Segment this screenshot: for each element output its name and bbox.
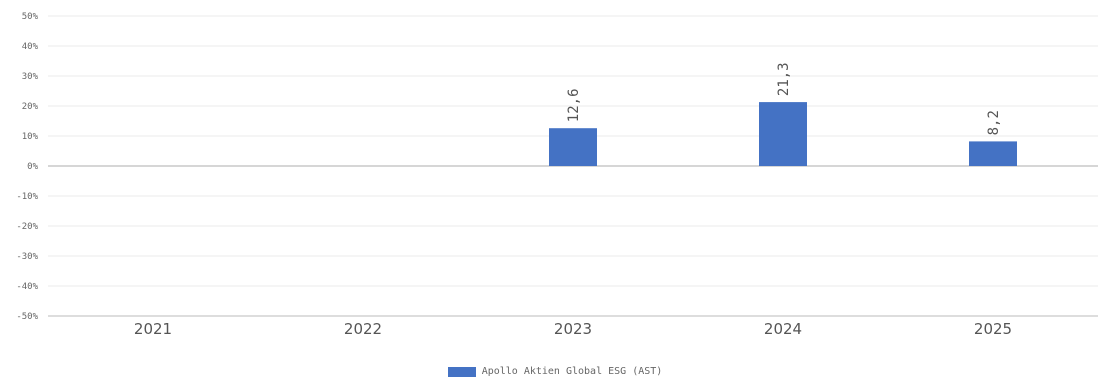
bar[interactable] — [759, 102, 807, 166]
x-tick-label: 2021 — [134, 320, 172, 338]
x-tick-label: 2023 — [554, 320, 592, 338]
y-tick-label: 0% — [27, 162, 38, 172]
data-labels: 12,6 21,3 8,2 — [566, 62, 1002, 135]
y-tick-label: -40% — [16, 282, 38, 292]
data-label: 21,3 — [776, 62, 792, 96]
data-label: 8,2 — [986, 110, 1002, 135]
bar[interactable] — [549, 128, 597, 166]
y-tick-label: 30% — [22, 72, 39, 82]
y-tick-label: 10% — [22, 132, 39, 142]
y-tick-label: 50% — [22, 12, 39, 22]
y-tick-label: -10% — [16, 192, 38, 202]
x-axis-ticks: 2021 2022 2023 2024 2025 — [134, 320, 1012, 338]
legend: Apollo Aktien Global ESG (AST) — [0, 366, 1110, 377]
x-tick-label: 2022 — [344, 320, 382, 338]
legend-label: Apollo Aktien Global ESG (AST) — [481, 366, 663, 377]
y-tick-label: 20% — [22, 102, 39, 112]
data-label: 12,6 — [566, 88, 582, 122]
legend-entry[interactable]: Apollo Aktien Global ESG (AST) — [447, 366, 663, 377]
y-axis-ticks: 50% 40% 30% 20% 10% 0% -10% -20% -30% -40% -50% — [16, 12, 38, 322]
y-tick-label: 40% — [22, 42, 39, 52]
y-tick-label: -50% — [16, 312, 38, 322]
x-tick-label: 2024 — [764, 320, 802, 338]
x-tick-label: 2025 — [974, 320, 1012, 338]
y-tick-label: -30% — [16, 252, 38, 262]
bar[interactable] — [969, 141, 1017, 166]
legend-swatch — [447, 366, 476, 377]
y-tick-label: -20% — [16, 222, 38, 232]
bars — [549, 102, 1017, 166]
